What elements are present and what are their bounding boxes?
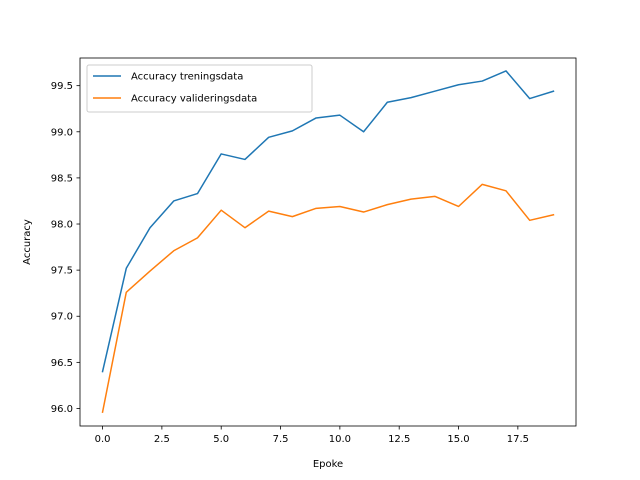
legend-box <box>86 64 313 113</box>
series-line-2 <box>101 183 555 414</box>
x-tick-label: 12.5 <box>388 434 410 445</box>
y-tick-label: 97.5 <box>51 266 73 277</box>
x-axis: 0.0 2.5 5.0 7.5 10.0 12.5 15.0 17.5 <box>95 426 529 445</box>
y-tick-label: 96.0 <box>51 404 73 415</box>
y-tick-label: 98.0 <box>51 220 73 231</box>
legend-label-1: Accuracy treningsdata <box>131 72 243 83</box>
y-tick-label: 99.5 <box>51 81 73 92</box>
x-tick-label: 15.0 <box>447 434 469 445</box>
plot-area <box>79 57 577 427</box>
series-layer <box>101 70 555 414</box>
x-axis-label: Epoke <box>313 459 343 470</box>
y-tick-label: 98.5 <box>51 173 73 184</box>
y-tick-label: 96.5 <box>51 358 73 369</box>
x-tick-label: 0.0 <box>95 434 111 445</box>
axes-frame <box>79 57 577 427</box>
x-tick-label: 7.5 <box>273 434 289 445</box>
legend-label-2: Accuracy valideringsdata <box>131 94 257 105</box>
x-tick-label: 5.0 <box>213 434 229 445</box>
x-tick-label: 17.5 <box>507 434 529 445</box>
y-axis-label: Accuracy <box>22 219 33 265</box>
legend: Accuracy treningsdata Accuracy validering… <box>86 64 313 113</box>
y-tick-label: 99.0 <box>51 127 73 138</box>
x-tick-label: 2.5 <box>154 434 170 445</box>
y-tick-label: 97.0 <box>51 312 73 323</box>
x-tick-label: 10.0 <box>329 434 351 445</box>
series-line-1 <box>101 70 555 373</box>
y-axis: 96.0 96.5 97.0 97.5 98.0 98.5 99.0 99.5 <box>51 81 80 415</box>
